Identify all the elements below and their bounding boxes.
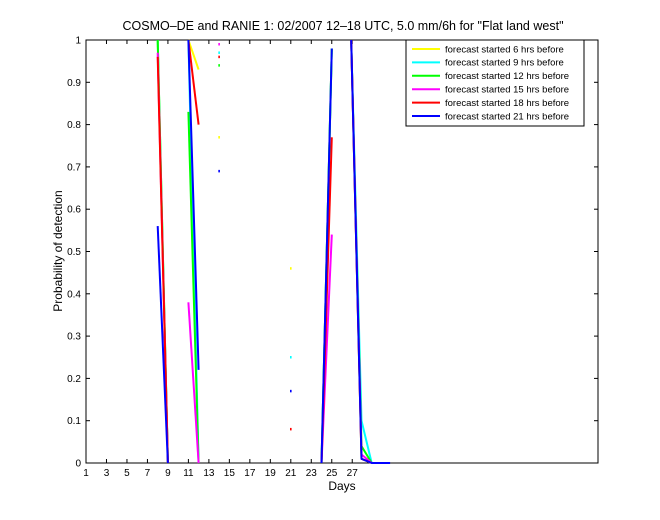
y-tick-label: 1 [75, 36, 81, 47]
y-tick-label: 0.5 [67, 247, 81, 258]
x-tick-label: 9 [165, 468, 171, 479]
y-tick-label: 0.6 [67, 205, 81, 216]
legend-label: forecast started 6 hrs before [445, 44, 564, 55]
legend: forecast started 6 hrs before forecast st… [405, 39, 585, 127]
x-tick-label: 11 [183, 468, 194, 479]
series-line [187, 39, 200, 70]
chart-title: COSMO–DE and RANIE 1: 02/2007 12–18 UTC,… [122, 19, 563, 33]
axis-ticks: 1 3 5 7 9 11 13 15 17 19 21 23 25 2700.10.20.30.40.50… [67, 36, 598, 479]
series-line [187, 39, 200, 370]
series-line [187, 111, 200, 464]
x-tick-label: 23 [306, 468, 318, 479]
series-line [156, 226, 169, 464]
y-tick-label: 0.4 [67, 289, 81, 300]
x-tick-label: 25 [326, 468, 338, 479]
legend-label: forecast started 18 hrs before [445, 98, 569, 109]
x-tick-label: 17 [244, 468, 256, 479]
legend-label: forecast started 15 hrs before [445, 85, 569, 96]
x-axis-label: Days [328, 479, 355, 493]
y-tick-label: 0.3 [67, 332, 81, 343]
series-line [187, 302, 200, 464]
x-tick-label: 21 [285, 468, 297, 479]
legend-label: forecast started 9 hrs before [445, 58, 564, 69]
y-tick-label: 0.2 [67, 374, 81, 385]
x-tick-label: 1 [83, 468, 89, 479]
legend-label: forecast started 12 hrs before [445, 71, 569, 82]
x-tick-label: 15 [224, 468, 236, 479]
series-6 [156, 39, 391, 464]
x-tick-label: 3 [104, 468, 110, 479]
y-tick-label: 0.1 [67, 416, 81, 427]
y-tick-label: 0.7 [67, 162, 81, 173]
series-line [320, 48, 333, 464]
y-tick-label: 0.8 [67, 120, 81, 131]
y-axis-label: Probability of detection [51, 190, 65, 311]
x-tick-label: 5 [124, 468, 130, 479]
series-lines [156, 39, 391, 464]
legend-box [405, 39, 585, 127]
legend-label: forecast started 21 hrs before [445, 111, 569, 122]
series-line [156, 56, 169, 464]
x-tick-label: 27 [347, 468, 359, 479]
x-tick-label: 19 [265, 468, 277, 479]
x-tick-label: 7 [145, 468, 151, 479]
y-tick-label: 0 [75, 459, 81, 470]
series-line [350, 39, 391, 464]
series-line [187, 39, 200, 125]
y-tick-label: 0.9 [67, 78, 81, 89]
x-tick-label: 13 [203, 468, 215, 479]
